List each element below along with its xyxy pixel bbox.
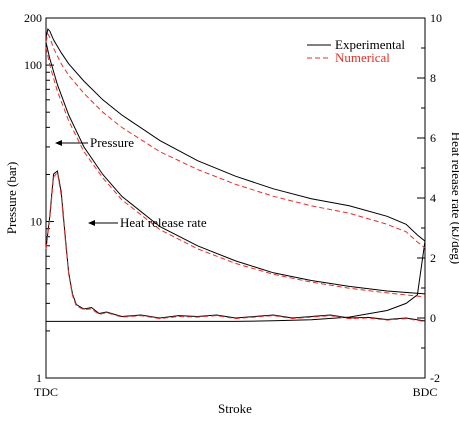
annotation-heat-release-arrowhead bbox=[88, 220, 95, 226]
legend-label-experimental: Experimental bbox=[335, 37, 405, 52]
x-tick-label-bdc: BDC bbox=[413, 385, 438, 399]
series-experimental-pressure-expansion-line bbox=[45, 42, 426, 295]
y-right-tick-label: 2 bbox=[430, 251, 436, 265]
annotation-pressure-arrowhead bbox=[55, 140, 62, 146]
series-experimental-pressure-line bbox=[45, 27, 426, 322]
y-left-tick-label: 10 bbox=[30, 215, 42, 229]
y-left-tick-label: 200 bbox=[24, 11, 42, 25]
chart-marks: 1 10 100 200 -2 0 2 4 6 8 10 TDC BDC bbox=[24, 11, 442, 399]
x-tick-label-tdc: TDC bbox=[34, 385, 58, 399]
y-right-tick-label: 0 bbox=[430, 311, 436, 325]
y-right-tick-label: 10 bbox=[430, 11, 442, 25]
plot-frame bbox=[45, 17, 426, 379]
x-axis-label: Stroke bbox=[218, 401, 252, 416]
y-right-tick-label: 6 bbox=[430, 131, 436, 145]
y-axis-left-label: Pressure (bar) bbox=[4, 162, 19, 235]
legend: Experimental Numerical bbox=[307, 37, 405, 65]
series-experimental-heat-release-rate-line bbox=[45, 170, 426, 322]
y-right-tick-label: 8 bbox=[430, 71, 436, 85]
y-left-tick-label: 100 bbox=[24, 58, 42, 72]
annotation-heat-release-label: Heat release rate bbox=[120, 215, 207, 230]
y-right-tick-label: -2 bbox=[430, 371, 440, 385]
y-axis-right-label: Heat release rate (kJ/deg) bbox=[449, 132, 459, 264]
legend-label-numerical: Numerical bbox=[335, 50, 390, 65]
y-left-tick-label: 1 bbox=[36, 371, 42, 385]
series-numerical-heat-release-rate-line bbox=[45, 171, 426, 323]
series-numerical-pressure-expansion-line bbox=[45, 47, 426, 298]
y-right-tick-label: 4 bbox=[430, 191, 436, 205]
annotation-heat-release: Heat release rate bbox=[88, 215, 207, 230]
annotation-pressure-label: Pressure bbox=[90, 135, 134, 150]
annotation-pressure: Pressure bbox=[55, 135, 134, 150]
